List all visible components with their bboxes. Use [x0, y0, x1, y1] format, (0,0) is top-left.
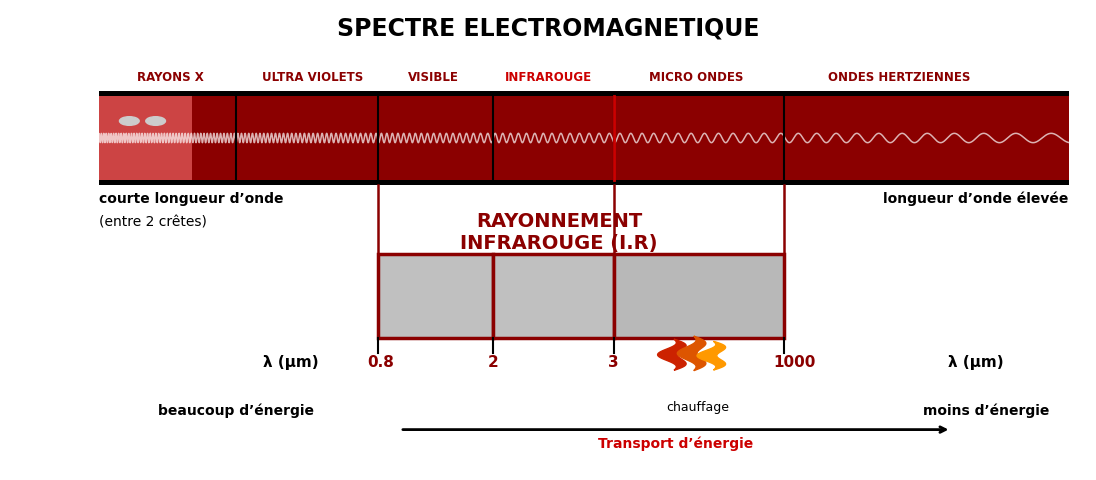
- Text: ULTRA VIOLETS: ULTRA VIOLETS: [262, 71, 363, 84]
- Text: 0.8: 0.8: [367, 355, 393, 370]
- Text: IR MOYEN
(IRB): IR MOYEN (IRB): [515, 281, 592, 312]
- Text: ONDES HERTZIENNES: ONDES HERTZIENNES: [827, 71, 970, 84]
- Text: SPECTRE ELECTROMAGNETIQUE: SPECTRE ELECTROMAGNETIQUE: [336, 17, 760, 41]
- Text: IR COURT
(IRA): IR COURT (IRA): [399, 281, 472, 312]
- Text: λ (μm): λ (μm): [948, 355, 1003, 370]
- Text: IR LONG
(IRC): IR LONG (IRC): [666, 281, 731, 312]
- Text: courte longueur d’onde: courte longueur d’onde: [99, 192, 283, 206]
- Bar: [99, 96, 1069, 180]
- Bar: [99, 91, 1069, 185]
- Text: 2: 2: [488, 355, 499, 370]
- Polygon shape: [697, 341, 726, 370]
- Text: moins d’énergie: moins d’énergie: [923, 403, 1050, 418]
- Bar: [614, 254, 784, 338]
- Circle shape: [146, 117, 165, 125]
- Text: chauffage: chauffage: [666, 401, 730, 414]
- Text: Transport d’énergie: Transport d’énergie: [598, 437, 753, 451]
- Text: MICRO ONDES: MICRO ONDES: [649, 71, 743, 84]
- Bar: [493, 254, 614, 338]
- Text: RAYONS X: RAYONS X: [137, 71, 203, 84]
- Text: RAYONNEMENT
INFRAROUGE (I.R): RAYONNEMENT INFRAROUGE (I.R): [460, 212, 658, 253]
- Text: 3: 3: [608, 355, 619, 370]
- Text: longueur d’onde élevée: longueur d’onde élevée: [883, 192, 1069, 206]
- Text: (entre 2 crêtes): (entre 2 crêtes): [99, 216, 206, 230]
- Text: 1000: 1000: [774, 355, 815, 370]
- Bar: [99, 96, 192, 180]
- Text: INFRAROUGE: INFRAROUGE: [504, 71, 592, 84]
- Bar: [378, 254, 493, 338]
- Text: VISIBLE: VISIBLE: [408, 71, 458, 84]
- Text: beaucoup d’énergie: beaucoup d’énergie: [158, 403, 313, 418]
- Polygon shape: [677, 336, 706, 371]
- Polygon shape: [658, 339, 686, 371]
- Circle shape: [119, 117, 139, 125]
- Text: λ (μm): λ (μm): [263, 355, 318, 370]
